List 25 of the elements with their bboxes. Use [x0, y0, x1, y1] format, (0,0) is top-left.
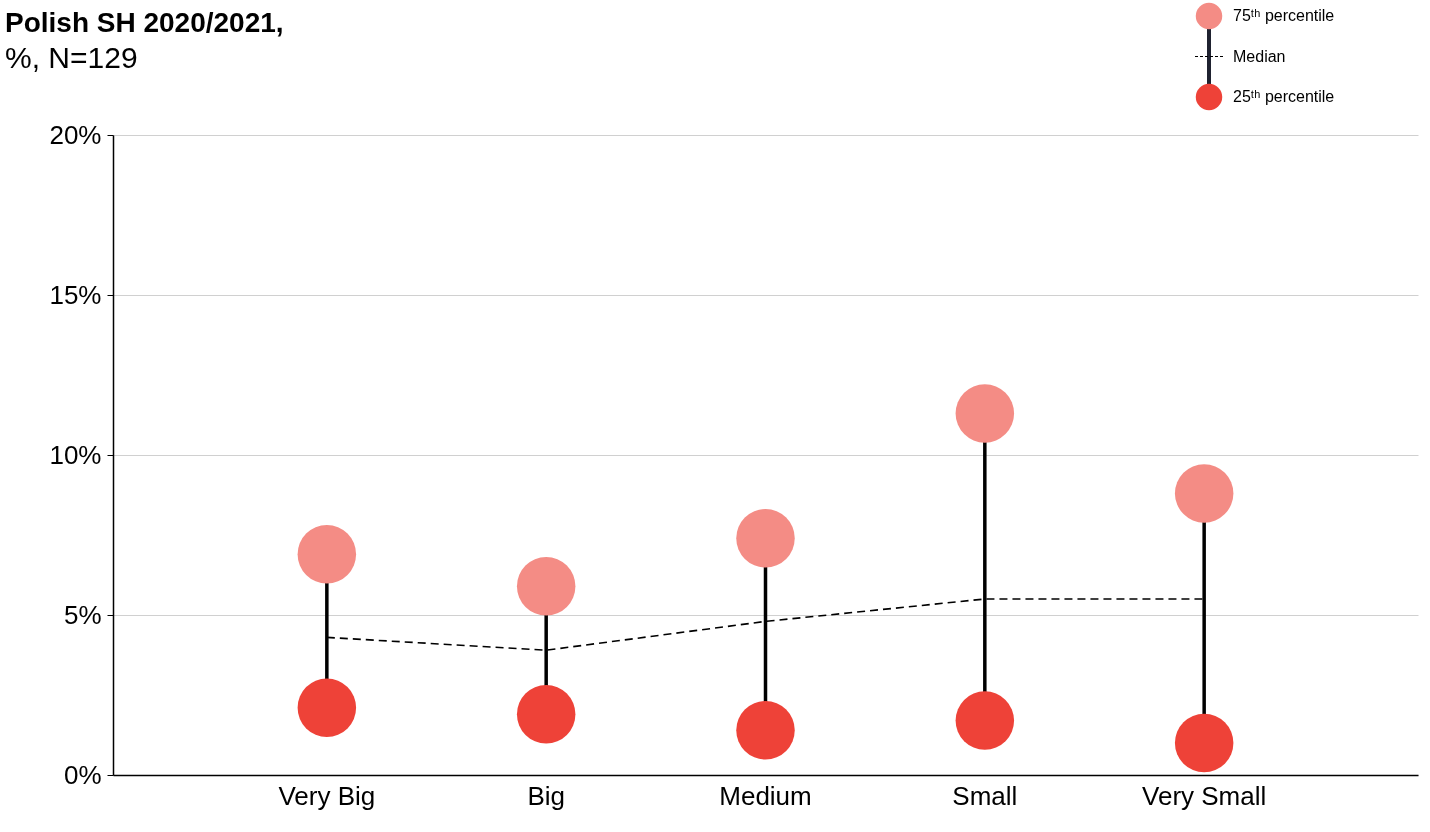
chart-title: Polish SH 2020/2021,: [5, 7, 284, 38]
point: [1174, 464, 1234, 523]
x-tick-label: Small: [952, 780, 1018, 811]
x-tick-label: Very Small: [1142, 780, 1267, 811]
point: [516, 685, 576, 744]
point: [736, 701, 795, 760]
legend-label: Median: [1233, 47, 1286, 65]
point: [736, 509, 795, 568]
y-tick-label: 15%: [49, 279, 102, 310]
point: [955, 691, 1015, 750]
x-tick-label: Big: [527, 780, 565, 811]
y-tick-label: 0%: [63, 759, 102, 790]
point: [1174, 713, 1234, 773]
point: [955, 384, 1015, 443]
legend-label: 75ᵗʰ percentile: [1233, 7, 1335, 24]
y-tick-label: 20%: [49, 119, 102, 150]
point: [297, 678, 357, 737]
legend-label: 25ᵗʰ percentile: [1233, 88, 1335, 105]
y-tick-label: 10%: [49, 439, 102, 470]
y-tick-label: 5%: [63, 599, 102, 630]
chart-subtitle: %, N=129: [5, 41, 138, 74]
point: [297, 525, 357, 584]
point: [516, 557, 576, 616]
x-tick-label: Very Big: [278, 780, 376, 811]
x-tick-label: Medium: [719, 780, 812, 811]
